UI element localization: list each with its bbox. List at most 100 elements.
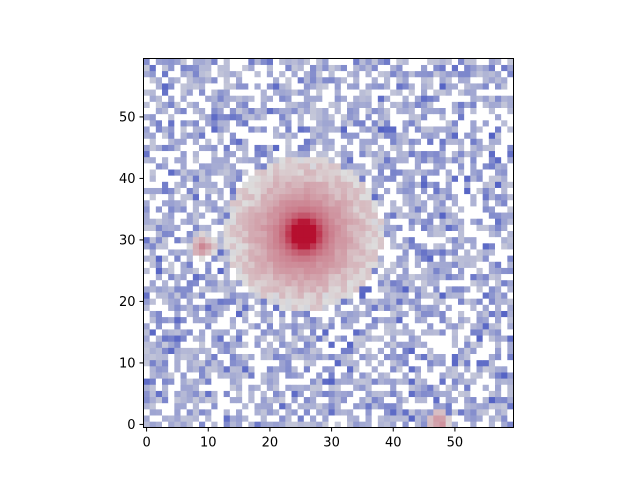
heatmap-cell	[254, 218, 261, 225]
heatmap-cell	[260, 132, 268, 139]
heatmap-cell	[322, 255, 329, 262]
heatmap-cell	[402, 212, 409, 219]
heatmap-cell	[199, 181, 206, 188]
heatmap-cell	[328, 384, 335, 391]
heatmap-cell	[347, 120, 354, 127]
heatmap-cell	[390, 218, 397, 225]
heatmap-cell	[310, 218, 317, 225]
heatmap-cell	[162, 359, 169, 367]
heatmap-cell	[254, 95, 261, 102]
heatmap-cell	[340, 335, 348, 342]
heatmap-cell	[266, 353, 274, 361]
heatmap-cell	[347, 156, 354, 164]
heatmap-cell	[414, 409, 422, 416]
heatmap-cell	[482, 101, 490, 108]
heatmap-cell	[384, 390, 391, 398]
heatmap-cell	[495, 83, 502, 90]
heatmap-cell	[174, 409, 181, 416]
heatmap-cell	[482, 396, 490, 404]
heatmap-cell	[143, 341, 150, 348]
heatmap-cell	[266, 138, 274, 145]
heatmap-cell	[458, 390, 465, 398]
heatmap-cell	[236, 76, 243, 84]
heatmap-cell	[310, 199, 317, 207]
heatmap-cell	[458, 181, 465, 188]
heatmap-cell	[248, 175, 255, 182]
heatmap-cell	[451, 58, 459, 65]
heatmap-cell	[464, 243, 471, 250]
heatmap-cell	[199, 144, 206, 152]
heatmap-cell	[149, 409, 157, 416]
heatmap-cell	[377, 224, 385, 231]
heatmap-cell	[390, 163, 397, 170]
heatmap-cell	[192, 101, 200, 108]
heatmap-cell	[371, 76, 379, 84]
heatmap-cell	[199, 113, 206, 121]
heatmap-cell	[248, 353, 255, 361]
heatmap-cell	[421, 193, 428, 201]
heatmap-cell	[217, 421, 224, 428]
heatmap-cell	[359, 347, 366, 354]
heatmap-cell	[396, 359, 403, 367]
heatmap-cell	[476, 329, 483, 336]
heatmap-cell	[211, 402, 218, 410]
heatmap-cell	[433, 347, 440, 354]
heatmap-cell	[310, 298, 317, 305]
heatmap-cell	[482, 83, 490, 90]
heatmap-cell	[476, 64, 483, 72]
heatmap-cell	[396, 126, 403, 133]
heatmap-cell	[377, 378, 385, 385]
heatmap-cell	[371, 181, 379, 188]
heatmap-cell	[458, 193, 465, 201]
heatmap-cell	[303, 415, 311, 422]
heatmap-cell	[143, 181, 150, 188]
heatmap-cell	[162, 298, 169, 305]
heatmap-cell	[248, 261, 255, 268]
heatmap-cell	[155, 316, 163, 324]
heatmap-cell	[433, 310, 440, 318]
heatmap-cell	[236, 58, 243, 65]
heatmap-cell	[254, 359, 261, 367]
heatmap-cell	[199, 187, 206, 195]
heatmap-cell	[303, 224, 311, 231]
heatmap-cell	[211, 76, 218, 84]
heatmap-cell	[414, 421, 422, 428]
heatmap-cell	[421, 329, 428, 336]
heatmap-cell	[211, 236, 218, 244]
heatmap-cell	[162, 212, 169, 219]
heatmap-cell	[488, 372, 496, 379]
heatmap-cell	[433, 249, 440, 256]
heatmap-cell	[155, 64, 163, 72]
heatmap-cell	[260, 402, 268, 410]
heatmap-cell	[495, 181, 502, 188]
heatmap-cell	[328, 181, 335, 188]
heatmap-cell	[303, 279, 311, 287]
heatmap-cell	[458, 384, 465, 391]
heatmap-cell	[322, 199, 329, 207]
heatmap-cell	[186, 316, 194, 324]
heatmap-cell	[297, 89, 305, 96]
heatmap-cell	[242, 329, 249, 336]
heatmap-cell	[371, 156, 379, 164]
heatmap-cell	[377, 212, 385, 219]
heatmap-cell	[297, 120, 305, 127]
heatmap-cell	[365, 144, 372, 152]
heatmap-cell	[414, 415, 422, 422]
heatmap-cell	[507, 64, 514, 72]
heatmap-cell	[433, 279, 440, 287]
heatmap-cell	[396, 390, 403, 398]
heatmap-cell	[464, 335, 471, 342]
heatmap-cell	[205, 224, 212, 231]
heatmap-cell	[254, 132, 261, 139]
heatmap-cell	[371, 273, 379, 281]
heatmap-cell	[359, 181, 366, 188]
heatmap-cell	[396, 396, 403, 404]
heatmap-cell	[439, 230, 446, 238]
heatmap-cell	[353, 421, 360, 428]
heatmap-cell	[316, 76, 323, 84]
heatmap-cell	[155, 329, 163, 336]
heatmap-cell	[322, 107, 329, 115]
heatmap-cell	[396, 58, 403, 65]
heatmap-cell	[279, 126, 286, 133]
heatmap-cell	[174, 138, 181, 145]
